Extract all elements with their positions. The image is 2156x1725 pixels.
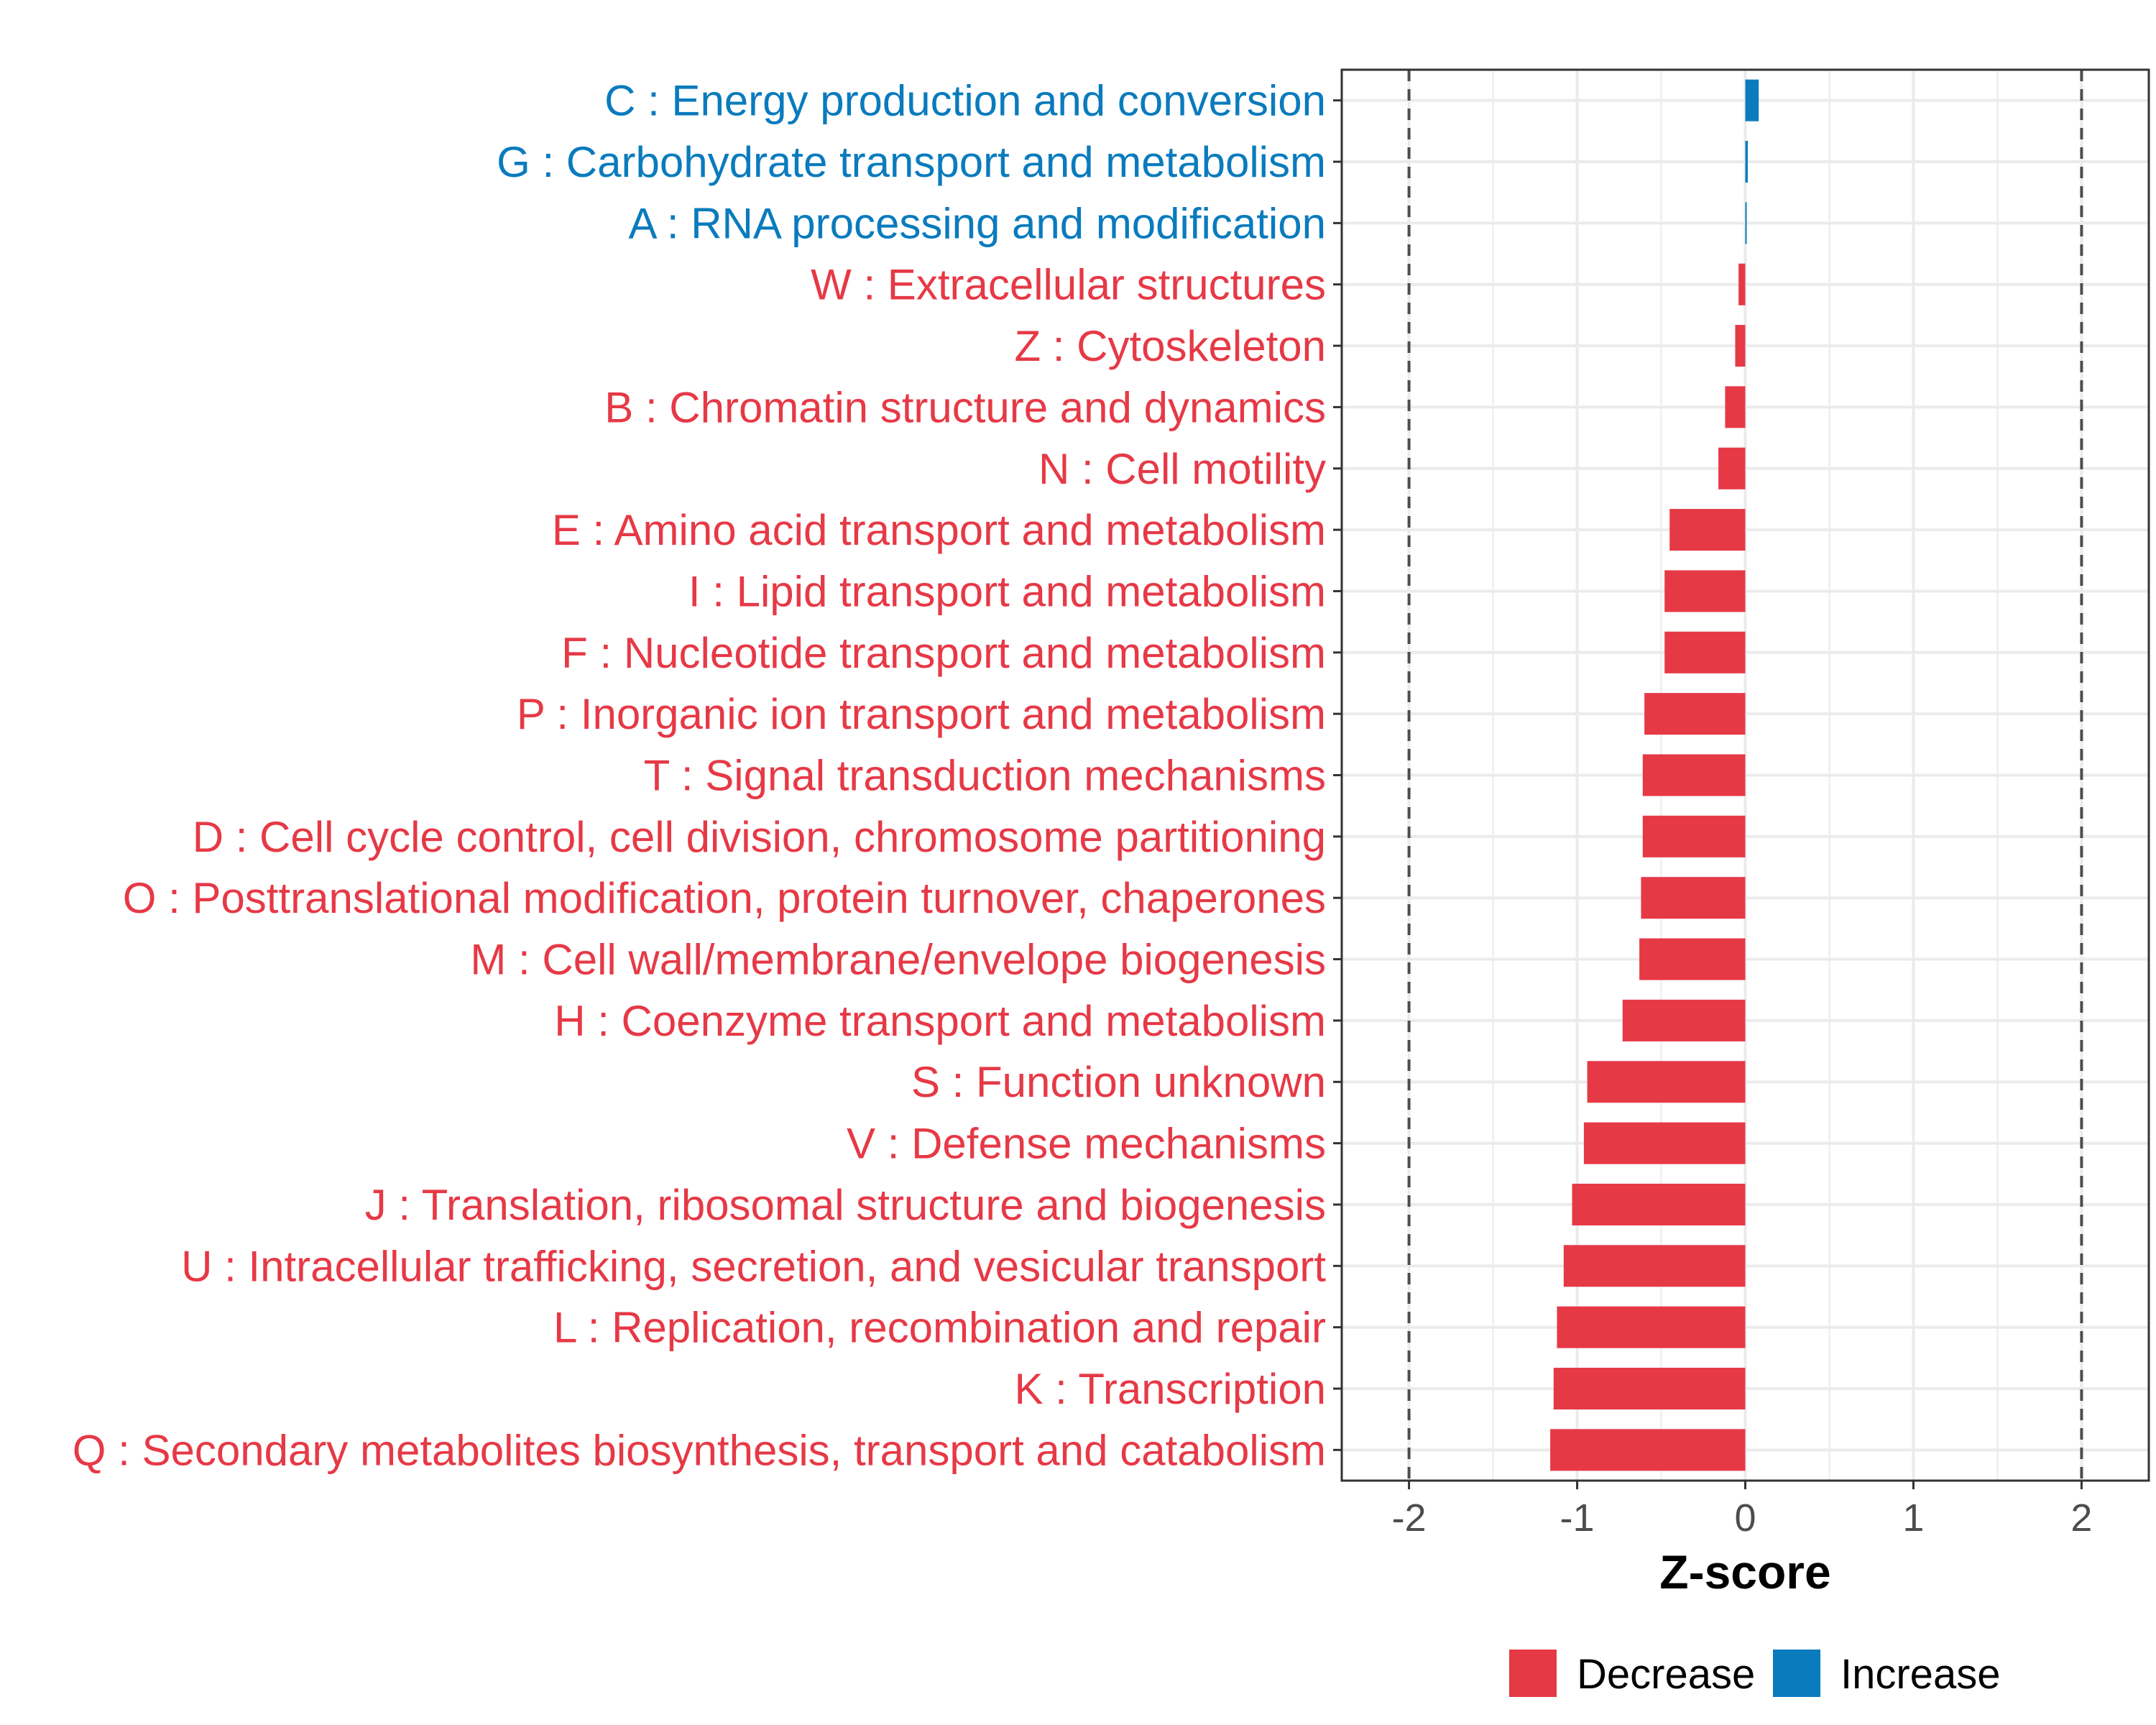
category-label: D : Cell cycle control, cell division, c… <box>193 813 1326 861</box>
x-tick-label: -2 <box>1392 1496 1427 1540</box>
bar <box>1553 1367 1746 1409</box>
category-label: K : Transcription <box>1014 1365 1326 1413</box>
category-label: G : Carbohydrate transport and metabolis… <box>497 138 1326 186</box>
x-tick-label: 2 <box>2070 1496 2092 1540</box>
legend-label-increase: Increase <box>1841 1651 2000 1698</box>
category-label: A : RNA processing and modification <box>628 199 1326 247</box>
category-label: L : Replication, recombination and repai… <box>553 1304 1326 1352</box>
category-label: W : Extracellular structures <box>811 261 1326 309</box>
category-label: J : Translation, ribosomal structure and… <box>365 1181 1326 1229</box>
x-tick-label: 0 <box>1734 1496 1756 1540</box>
bar <box>1664 570 1746 612</box>
category-label: M : Cell wall/membrane/envelope biogenes… <box>470 936 1326 984</box>
category-label: B : Chromatin structure and dynamics <box>604 383 1326 431</box>
bar <box>1644 693 1746 735</box>
category-label: T : Signal transduction mechanisms <box>644 752 1326 800</box>
category-label: I : Lipid transport and metabolism <box>688 567 1326 615</box>
bar <box>1745 141 1749 183</box>
bar <box>1563 1245 1746 1287</box>
reference-lines <box>1407 70 2083 1481</box>
bar <box>1642 815 1746 857</box>
bar <box>1735 325 1746 367</box>
legend-label-decrease: Decrease <box>1577 1651 1755 1698</box>
bar <box>1745 79 1759 121</box>
category-label: V : Defense mechanisms <box>847 1120 1326 1168</box>
category-label: S : Function unknown <box>911 1058 1326 1106</box>
bar <box>1641 877 1746 919</box>
category-label: Q : Secondary metabolites biosynthesis, … <box>73 1426 1326 1474</box>
category-label: U : Intracellular trafficking, secretion… <box>181 1242 1326 1290</box>
category-label: Z : Cytoskeleton <box>1014 322 1326 370</box>
bar <box>1745 202 1747 244</box>
category-label: C : Energy production and conversion <box>604 77 1326 125</box>
bar <box>1738 263 1746 305</box>
legend-swatch-increase <box>1773 1650 1820 1697</box>
category-label: H : Coenzyme transport and metabolism <box>554 997 1326 1045</box>
category-label: O : Posttranslational modification, prot… <box>123 874 1326 922</box>
bar <box>1639 938 1746 980</box>
bar <box>1622 999 1746 1041</box>
bar <box>1572 1183 1746 1225</box>
x-axis: -2 -1 0 1 2 <box>1392 1481 2092 1540</box>
legend-swatch-decrease <box>1509 1650 1557 1697</box>
bar <box>1583 1122 1746 1164</box>
x-axis-title: Z-score <box>1659 1545 1830 1598</box>
bar <box>1725 386 1746 428</box>
legend: Decrease Increase <box>1509 1650 2000 1698</box>
bar <box>1557 1306 1746 1348</box>
bar <box>1669 509 1746 551</box>
bar <box>1664 631 1746 673</box>
category-label: P : Inorganic ion transport and metaboli… <box>517 690 1326 738</box>
bar <box>1550 1429 1746 1471</box>
category-label: N : Cell motility <box>1038 445 1326 493</box>
bar <box>1642 754 1746 796</box>
x-tick-label: -1 <box>1560 1496 1595 1540</box>
x-tick-label: 1 <box>1902 1496 1924 1540</box>
bar <box>1718 447 1746 489</box>
y-axis: C : Energy production and conversion G : … <box>73 77 1342 1474</box>
category-label: E : Amino acid transport and metabolism <box>552 506 1326 554</box>
category-label: F : Nucleotide transport and metabolism <box>561 629 1326 677</box>
bars <box>1550 79 1759 1471</box>
bar <box>1587 1061 1746 1103</box>
